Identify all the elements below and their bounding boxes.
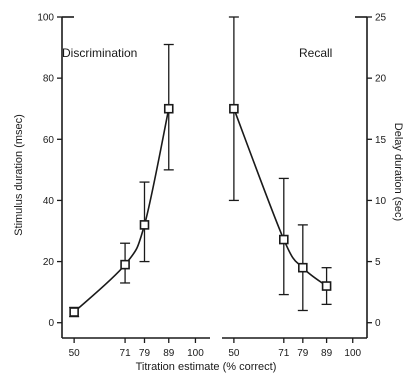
right-data-point [321, 281, 332, 291]
right-x-tick-label: 79 [297, 348, 309, 359]
left-data-point [120, 259, 130, 270]
right-panel-title: Recall [299, 46, 332, 60]
right-data-point [229, 103, 239, 114]
left-y-tick-label: 100 [37, 13, 54, 24]
right-x-tick-label: 71 [278, 348, 290, 359]
right-y-axis-label: Delay duration (sec) [392, 123, 404, 221]
left-y-tick-label: 40 [43, 196, 55, 207]
right-y-tick-label: 10 [375, 196, 387, 207]
left-x-tick-label: 79 [139, 348, 151, 359]
right-y-tick-label: 20 [375, 74, 387, 85]
x-axis-label: Titration estimate (% correct) [136, 361, 277, 373]
left-y-axis-label: Stimulus duration (msec) [13, 114, 25, 236]
left-y-tick-label: 60 [43, 135, 55, 146]
left-x-tick-label: 50 [69, 348, 81, 359]
left-x-tick-label: 100 [187, 348, 204, 359]
right-x-tick-label: 89 [321, 348, 333, 359]
right-x-tick-label: 100 [344, 348, 361, 359]
right-x-tick-label: 50 [228, 348, 240, 359]
left-y-tick-label: 80 [43, 74, 55, 85]
left-data-point [163, 103, 174, 114]
left-x-tick-label: 71 [120, 348, 132, 359]
left-series-curve [73, 108, 170, 313]
right-y-tick-label: 5 [375, 257, 381, 268]
right-y-tick-label: 15 [375, 135, 387, 146]
right-data-point [279, 234, 289, 245]
right-series-curve [233, 108, 328, 287]
left-data-point [139, 220, 150, 230]
left-x-tick-label: 89 [163, 348, 175, 359]
right-y-tick-label: 25 [375, 13, 387, 24]
left-y-tick-label: 20 [43, 257, 55, 268]
left-data-point [69, 307, 79, 317]
right-y-tick-label: 0 [375, 318, 381, 329]
right-data-point [298, 262, 308, 273]
left-y-tick-label: 0 [48, 318, 54, 329]
left-panel-title: Discrimination [62, 46, 137, 60]
